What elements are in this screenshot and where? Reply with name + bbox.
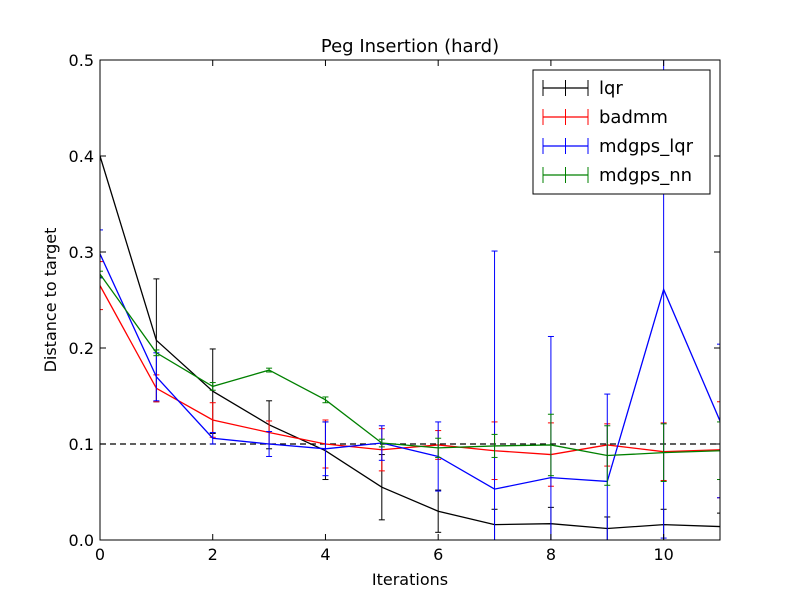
series-line-badmm bbox=[100, 285, 720, 456]
x-axis-title: Iterations bbox=[372, 570, 448, 589]
y-tick-label: 0.0 bbox=[69, 531, 94, 550]
legend-label-mdgps_nn: mdgps_nn bbox=[599, 165, 692, 186]
x-tick-label: 10 bbox=[653, 545, 673, 564]
legend-label-badmm: badmm bbox=[599, 107, 668, 128]
y-tick-label: 0.3 bbox=[69, 243, 94, 262]
plot-clipped-group bbox=[100, 60, 720, 540]
plot-frame bbox=[99, 59, 721, 541]
y-axis-title: Distance to target bbox=[41, 228, 60, 373]
plot-area bbox=[100, 60, 720, 540]
y-tick-label: 0.4 bbox=[69, 147, 94, 166]
x-tick-label: 2 bbox=[208, 545, 218, 564]
x-tick-label: 8 bbox=[546, 545, 556, 564]
y-tick-label: 0.5 bbox=[69, 51, 94, 70]
x-tick-label: 6 bbox=[433, 545, 443, 564]
legend-box bbox=[532, 69, 711, 195]
x-tick-label: 0 bbox=[95, 545, 105, 564]
axis-ticks: 0 2 4 6 8 10 0.0 0.1 0.2 0.3 0.4 0.5 bbox=[69, 51, 720, 564]
series-line-mdgps_nn bbox=[100, 273, 720, 457]
series-line-lqr bbox=[100, 155, 720, 530]
x-tick-label: 4 bbox=[320, 545, 330, 564]
legend-label-mdgps_lqr: mdgps_lqr bbox=[599, 136, 694, 157]
y-tick-label: 0.2 bbox=[69, 339, 94, 358]
legend-label-lqr: lqr bbox=[599, 78, 623, 99]
chart-title: Peg Insertion (hard) bbox=[321, 36, 499, 57]
series-mdgps_nn bbox=[100, 270, 720, 486]
legend: lqr badmm mdgps_lqr mdgps_nn bbox=[532, 69, 711, 195]
series-line-mdgps_lqr bbox=[100, 253, 720, 490]
y-tick-label: 0.1 bbox=[69, 435, 94, 454]
